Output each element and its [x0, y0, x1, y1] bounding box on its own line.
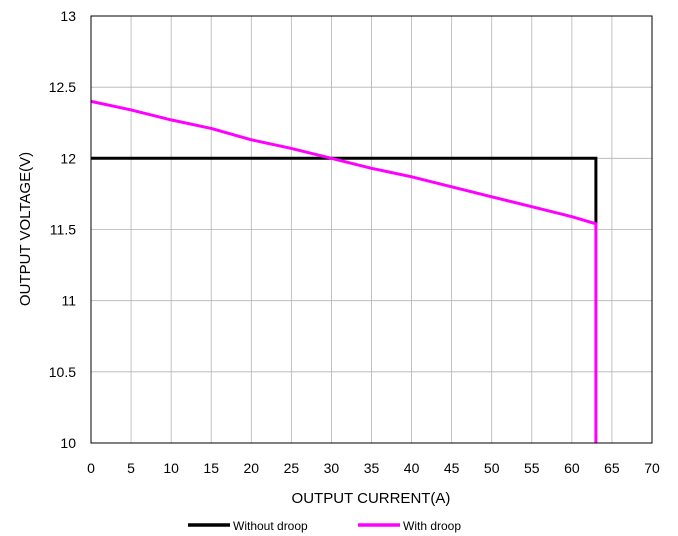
- y-tick-labels: 10 10.5 11 11.5 12 12.5 13: [49, 8, 76, 451]
- y-tick-label: 10: [60, 435, 76, 451]
- x-tick-labels: 0 5 10 15 20 25 30 35 40 45 50 55 60 65 70: [87, 460, 660, 476]
- x-axis-title: OUTPUT CURRENT(A): [292, 490, 451, 507]
- y-tick-label: 12.5: [49, 79, 76, 95]
- x-tick-label: 55: [524, 460, 540, 476]
- y-tick-label: 12: [60, 150, 76, 166]
- legend: Without droop With droop: [188, 519, 461, 533]
- x-tick-label: 30: [324, 460, 340, 476]
- x-tick-label: 10: [163, 460, 179, 476]
- legend-label-with-droop: With droop: [403, 519, 461, 533]
- x-tick-label: 45: [444, 460, 460, 476]
- y-tick-label: 11: [61, 293, 76, 309]
- y-tick-label: 13: [60, 8, 76, 24]
- x-tick-label: 70: [644, 460, 660, 476]
- x-tick-label: 0: [87, 460, 95, 476]
- y-axis-title: OUTPUT VOLTAGE(V): [17, 152, 34, 306]
- x-tick-label: 25: [284, 460, 300, 476]
- y-tick-label: 10.5: [49, 364, 76, 380]
- series-line-without-droop: [91, 156, 598, 224]
- x-tick-label: 60: [564, 460, 580, 476]
- x-tick-label: 65: [604, 460, 620, 476]
- grid-layer: [91, 16, 652, 443]
- x-tick-label: 15: [203, 460, 219, 476]
- x-tick-label: 20: [243, 460, 259, 476]
- x-tick-label: 40: [404, 460, 420, 476]
- series-line-with-droop: [90, 99, 598, 443]
- x-tick-label: 5: [127, 460, 135, 476]
- legend-label-without-droop: Without droop: [233, 519, 308, 533]
- x-tick-label: 35: [364, 460, 380, 476]
- y-tick-label: 11.5: [50, 222, 76, 238]
- plot-frame: [90, 15, 653, 444]
- series-layer: [90, 99, 598, 443]
- x-tick-label: 50: [484, 460, 500, 476]
